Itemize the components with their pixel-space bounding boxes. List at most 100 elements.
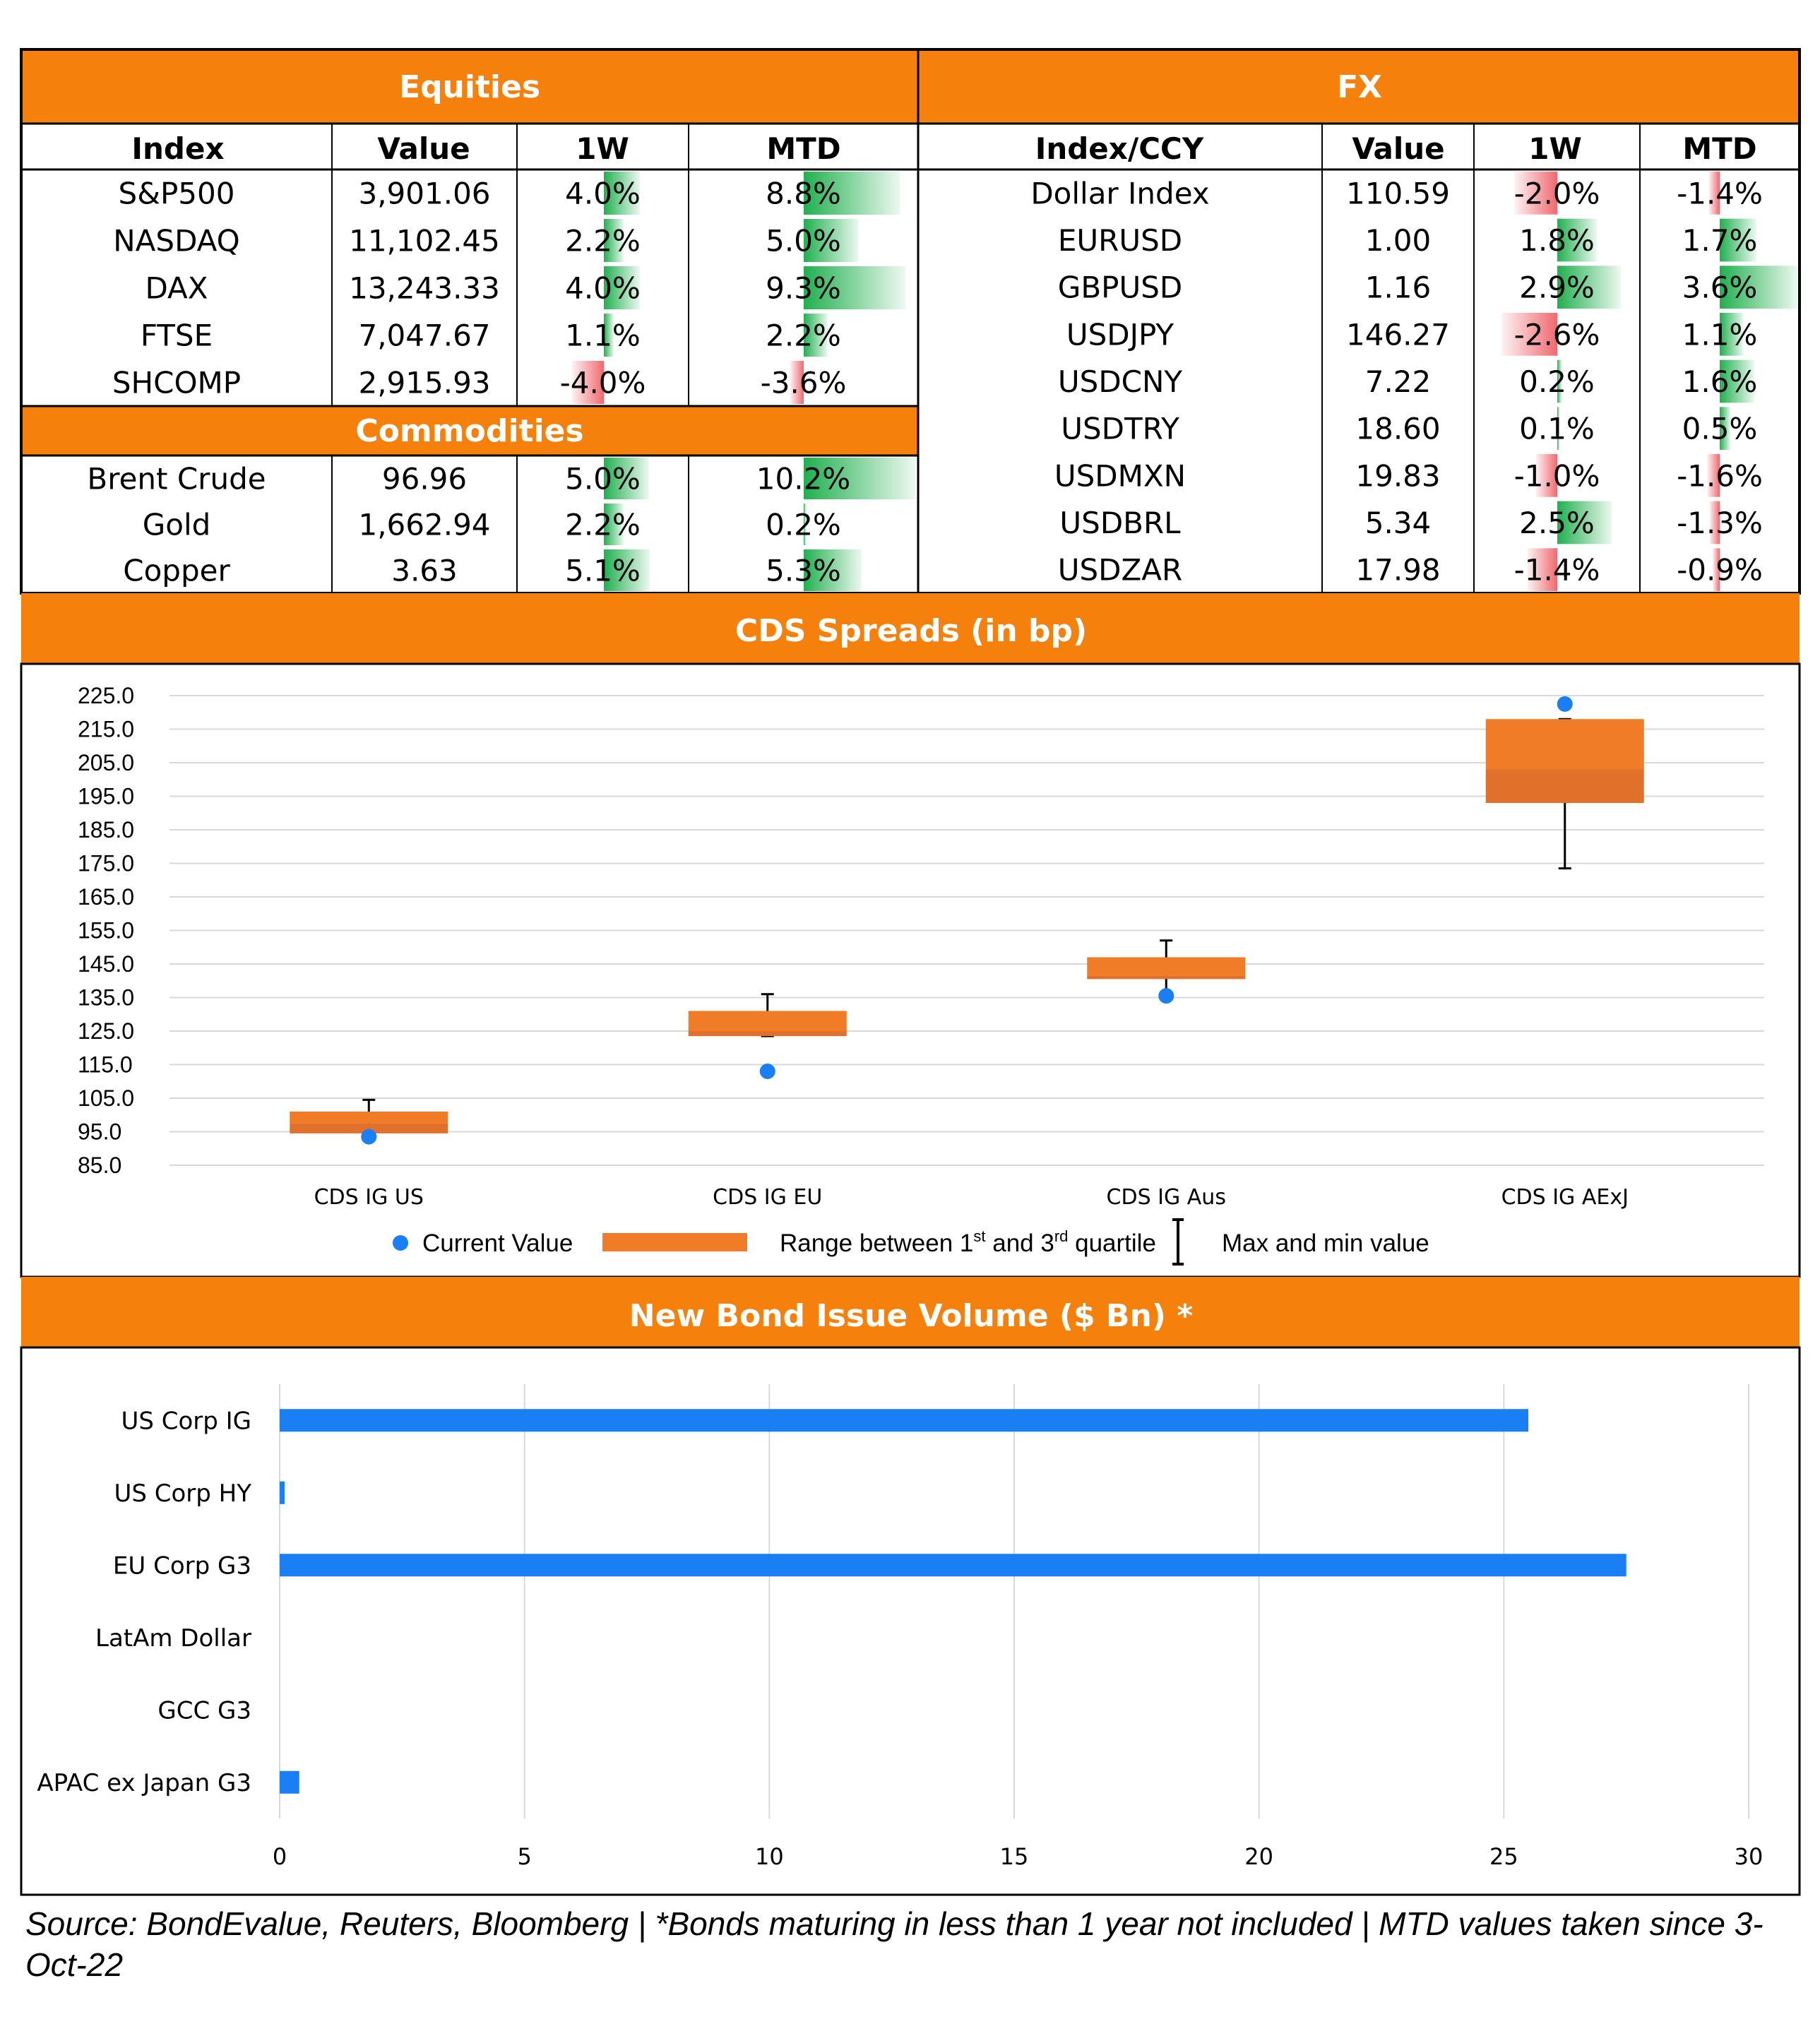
bond-category-label: GCC G3 <box>157 1696 251 1725</box>
bond-section: New Bond Issue Volume ($ Bn) * US Corp I… <box>20 1277 1801 1896</box>
bond-x-tick: 15 <box>1000 1843 1029 1870</box>
bond-category-label: US Corp HY <box>114 1480 251 1508</box>
fx-w1-cell: -1.0% <box>1514 458 1600 493</box>
cds-y-tick: 85.0 <box>78 1153 121 1178</box>
cds-y-tick: 205.0 <box>78 750 134 775</box>
cds-box-lower <box>290 1123 448 1133</box>
equity-value-cell: 7,047.67 <box>358 319 490 353</box>
fx-w1-2-databar-positive <box>1557 266 1621 309</box>
cds-current-point <box>1557 696 1573 712</box>
fx-w1-7-databar-positive <box>1557 501 1612 544</box>
fx-mtd-8-databar-negative <box>1713 548 1720 591</box>
equity-w1-cell: 4.0% <box>565 271 641 306</box>
bond-header-bar <box>21 1277 1800 1347</box>
fx-name-cell: USDZAR <box>1058 553 1182 588</box>
cds-y-tick: 185.0 <box>78 817 134 843</box>
cds-y-tick: 125.0 <box>78 1018 134 1044</box>
equity-mtd-2-databar-positive <box>804 266 906 309</box>
equity-mtd-0-databar-positive <box>804 172 900 215</box>
bond-x-tick: 25 <box>1489 1843 1518 1870</box>
cds-category-label: CDS IG AExJ <box>1501 1185 1629 1210</box>
equity-mtd-cell: 2.2% <box>766 319 841 353</box>
fx-w1-1-databar-positive <box>1557 218 1597 262</box>
cds-current-point <box>1158 988 1174 1004</box>
equity-w1-cell: 4.0% <box>565 177 641 211</box>
fx-name-cell: GBPUSD <box>1058 270 1182 305</box>
cds-box-lower <box>1485 769 1644 803</box>
fx-value-cell: 146.27 <box>1346 317 1450 352</box>
fx-w1-cell: -2.6% <box>1514 317 1600 352</box>
equity-mtd-cell: 5.0% <box>766 224 841 258</box>
fx-col-1w: 1W <box>1528 131 1582 166</box>
legend-maxmin-label: Max and min value <box>1222 1230 1429 1257</box>
fx-value-cell: 1.16 <box>1365 270 1432 305</box>
bond-x-ticks: 0 5 10 15 20 25 30 <box>273 1843 1764 1870</box>
fx-w1-cell: -2.0% <box>1514 176 1600 210</box>
cds-current-point <box>759 1064 775 1079</box>
commodity-w1-cell: 2.2% <box>565 508 641 542</box>
bond-chart-frame <box>20 1346 1801 1896</box>
equities-col-value: Value <box>377 131 470 166</box>
fx-w1-cell: 0.2% <box>1519 364 1595 399</box>
equities-col-index: Index <box>131 131 224 166</box>
source-note: Source: BondEvalue, Reuters, Bloomberg |… <box>25 1905 1764 1983</box>
equity-name-cell: SHCOMP <box>112 366 241 400</box>
commodities-header-bar <box>21 406 918 456</box>
commodity-mtd-2-databar-positive <box>804 549 862 591</box>
table-cells: S&P500 3,901.06 4.0% 8.8% NASDAQ 11,102.45 2.2… <box>87 176 1763 588</box>
commodities-title: Commodities <box>355 413 583 449</box>
commodity-w1-0-databar-positive <box>604 458 649 499</box>
fx-header-bar <box>918 49 1800 124</box>
fx-title: FX <box>1337 69 1382 105</box>
bond-x-tick: 10 <box>755 1843 784 1870</box>
equity-value-cell: 11,102.45 <box>349 224 500 258</box>
bond-x-tick: 0 <box>273 1843 287 1870</box>
fx-mtd-cell: -1.6% <box>1677 458 1763 493</box>
commodity-mtd-0-databar-positive <box>804 458 915 499</box>
equity-w1-cell: 1.1% <box>565 319 641 353</box>
fx-mtd-4-databar-positive <box>1720 359 1754 403</box>
equity-name-cell: DAX <box>145 271 208 306</box>
fx-col-mtd: MTD <box>1682 131 1756 166</box>
bond-category-label: APAC ex Japan G3 <box>37 1769 251 1797</box>
cds-y-tick: 225.0 <box>78 683 134 708</box>
bond-x-tick: 5 <box>517 1843 531 1870</box>
equities-col-1w: 1W <box>576 131 629 166</box>
fx-w1-cell: 1.8% <box>1519 223 1595 258</box>
fx-value-cell: 19.83 <box>1355 458 1440 493</box>
equity-mtd-cell: 8.8% <box>766 177 841 211</box>
legend-current-marker <box>393 1235 408 1251</box>
equities-header-bar <box>21 49 918 124</box>
cds-legend: Current Value Range between 1st and 3rd … <box>393 1218 1429 1266</box>
commodity-name-cell: Gold <box>143 508 211 542</box>
fx-w1-4-databar-positive <box>1557 359 1562 403</box>
equity-mtd-3-databar-positive <box>804 314 828 357</box>
fx-name-cell: USDMXN <box>1054 458 1186 493</box>
legend-current-label: Current Value <box>422 1230 573 1257</box>
fx-value-cell: 5.34 <box>1365 506 1432 540</box>
fx-mtd-cell: 0.5% <box>1682 412 1758 446</box>
cds-header-bar <box>21 593 1800 664</box>
equities-col-mtd: MTD <box>766 131 840 166</box>
bond-bars <box>280 1409 1626 1794</box>
commodity-mtd-1-databar-positive <box>804 504 807 545</box>
fx-w1-5-databar-positive <box>1557 407 1560 450</box>
fx-name-cell: USDCNY <box>1058 364 1182 399</box>
commodity-w1-cell: 5.1% <box>565 554 641 588</box>
fx-value-cell: 17.98 <box>1355 553 1440 588</box>
commodity-mtd-cell: 10.2% <box>756 462 850 496</box>
tables-section: Equities FX Index Value 1W MTD Index/CCY… <box>20 48 1801 595</box>
cds-boxes <box>290 696 1644 1145</box>
cds-y-tick: 95.0 <box>78 1119 121 1145</box>
equities-title: Equities <box>399 69 540 105</box>
cds-section: CDS Spreads (in bp) 85.0 95.0 105.0 115.0 12… <box>20 593 1801 1278</box>
fx-w1-cell: -1.4% <box>1514 553 1600 588</box>
fx-mtd-6-databar-negative <box>1707 454 1720 497</box>
bond-x-tick: 20 <box>1244 1843 1273 1870</box>
fx-value-cell: 110.59 <box>1346 176 1450 210</box>
equity-mtd-cell: -3.6% <box>761 366 847 400</box>
cds-category-labels: CDS IG US CDS IG EU CDS IG Aus CDS IG AExJ <box>314 1185 1629 1210</box>
bond-x-tick: 30 <box>1735 1843 1764 1870</box>
equity-name-cell: NASDAQ <box>113 224 239 258</box>
